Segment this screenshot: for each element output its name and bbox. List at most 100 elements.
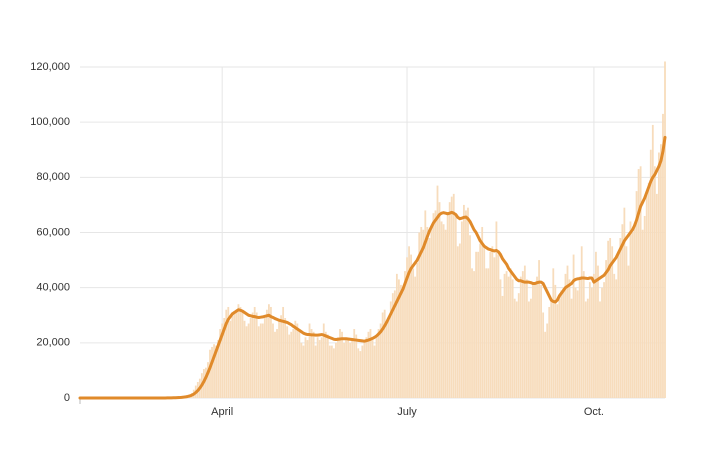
bar (560, 290, 563, 398)
bar (446, 213, 449, 398)
bar (532, 282, 534, 398)
bar (265, 309, 268, 398)
bar (310, 329, 313, 398)
bar (412, 268, 415, 398)
bar (292, 329, 295, 398)
bar (363, 340, 366, 398)
bar (284, 318, 287, 398)
bar (463, 204, 465, 398)
bar (379, 323, 382, 398)
bar (385, 323, 388, 398)
bar (312, 331, 315, 398)
bar (460, 221, 463, 398)
bar (215, 345, 217, 398)
bar (205, 367, 207, 398)
bar (365, 337, 368, 398)
bar (562, 287, 565, 398)
bar (233, 312, 236, 398)
bar (485, 268, 488, 398)
bar (497, 254, 500, 398)
bar (607, 240, 610, 398)
bar (349, 342, 352, 398)
bar (377, 329, 380, 398)
bar (268, 304, 270, 398)
bar (298, 329, 301, 398)
bar (241, 312, 244, 398)
bar (288, 334, 291, 398)
bar (253, 306, 256, 398)
bar (556, 304, 559, 398)
bar (603, 282, 605, 398)
bar (564, 273, 567, 398)
bar (373, 345, 376, 398)
bar (481, 226, 484, 398)
bar (621, 224, 624, 398)
bar (225, 309, 228, 398)
bar (359, 351, 362, 398)
bar (576, 290, 579, 398)
bar (387, 318, 390, 398)
bar (450, 196, 453, 398)
bar (609, 238, 612, 398)
bar (495, 221, 498, 398)
bar (615, 279, 618, 398)
bar (664, 61, 666, 398)
bar (530, 298, 532, 398)
bar (414, 276, 417, 398)
bar (503, 273, 506, 398)
bar (335, 342, 337, 398)
bar (296, 323, 299, 398)
bar (424, 210, 427, 398)
bar (643, 215, 646, 398)
bar (391, 293, 394, 398)
bar (493, 257, 496, 398)
bar (345, 340, 347, 398)
bar (647, 182, 650, 398)
bar (637, 169, 640, 398)
bar (572, 254, 575, 398)
bar (517, 293, 520, 398)
bar (550, 301, 553, 398)
bar (625, 246, 628, 398)
bar (420, 226, 423, 398)
bar (499, 279, 502, 398)
y-tick-label: 40,000 (36, 282, 70, 294)
bar (245, 326, 248, 398)
bar (207, 362, 209, 398)
bar (483, 246, 486, 398)
bar (282, 306, 285, 398)
bar (627, 265, 630, 398)
bar (209, 349, 211, 398)
bar (290, 331, 293, 398)
bar (341, 331, 343, 398)
bar (369, 329, 372, 398)
bar (300, 342, 303, 398)
bar (580, 246, 583, 398)
bar (286, 326, 289, 398)
y-tick-label: 20,000 (36, 337, 70, 349)
bar (367, 331, 370, 398)
bar (371, 340, 374, 398)
bar (655, 193, 658, 398)
bar (552, 268, 555, 398)
y-tick-label: 120,000 (30, 61, 70, 73)
bar (263, 318, 266, 398)
bar (599, 301, 601, 398)
bar (662, 113, 664, 399)
bar (456, 246, 459, 398)
bar (255, 312, 258, 398)
bar (568, 279, 571, 398)
bar (251, 312, 254, 398)
bar (239, 306, 242, 398)
bar (475, 251, 477, 398)
bar (398, 279, 400, 398)
bar (436, 185, 439, 398)
y-tick-label: 0 (64, 392, 70, 404)
bar (507, 276, 510, 398)
y-tick-label: 60,000 (36, 226, 70, 238)
bar (595, 251, 597, 398)
bar (458, 243, 461, 398)
bar (590, 287, 593, 398)
bar (375, 334, 378, 398)
